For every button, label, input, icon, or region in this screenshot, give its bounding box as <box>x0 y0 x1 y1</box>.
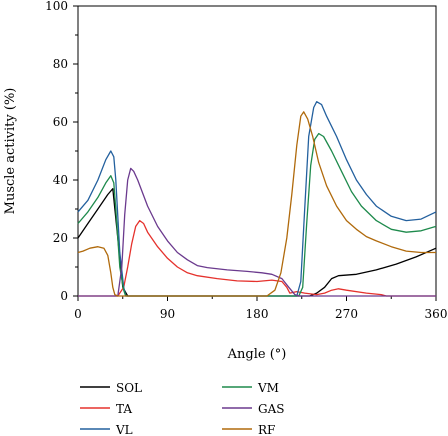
axes: 0 90 180 270 360 0 20 40 60 80 100 <box>45 0 447 321</box>
legend: SOL TA VL VM GAS RF <box>80 381 284 436</box>
x-tick-label: 90 <box>160 307 175 321</box>
y-axis-title: Muscle activity (%) <box>3 88 18 215</box>
series-line-rf <box>77 111 436 297</box>
plot-frame <box>77 5 437 297</box>
legend-label: TA <box>116 402 132 416</box>
series-line-vl <box>77 101 437 297</box>
y-tick-label: 60 <box>53 115 68 129</box>
x-tick-label: 180 <box>246 307 269 321</box>
y-tick-label: 80 <box>53 57 68 71</box>
x-tick-label: 270 <box>335 307 358 321</box>
x-axis-title: Angle (°) <box>227 347 287 362</box>
series-line-gas <box>78 167 436 297</box>
y-tick-label: 20 <box>53 231 68 245</box>
legend-label: RF <box>258 423 275 436</box>
y-tick-label: 0 <box>60 289 68 303</box>
legend-label: GAS <box>258 402 284 416</box>
legend-label: SOL <box>116 381 142 395</box>
legend-label: VL <box>115 423 133 436</box>
series-group <box>77 101 437 297</box>
series-line-vm <box>77 132 437 297</box>
y-tick-label: 40 <box>53 173 68 187</box>
x-tick-label: 0 <box>74 307 82 321</box>
y-tick-label: 100 <box>45 0 68 13</box>
x-tick-label: 360 <box>425 307 448 321</box>
legend-label: VM <box>257 381 279 395</box>
series-line-ta <box>78 219 436 297</box>
